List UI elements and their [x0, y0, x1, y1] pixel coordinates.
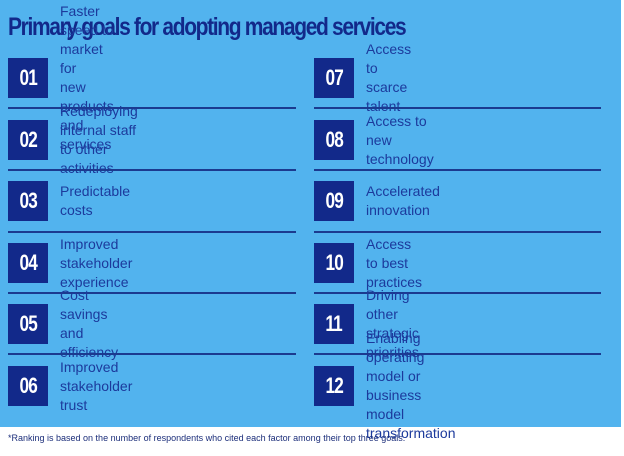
footnote: *Ranking is based on the number of respo…: [8, 433, 406, 443]
rank-badge: 04: [8, 243, 48, 283]
goal-label: Faster speed to market for new products …: [60, 3, 114, 152]
goals-panel: Primary goals for adopting managed servi…: [0, 0, 621, 441]
rank-badge: 02: [8, 120, 48, 160]
goal-label: Predictable costs: [60, 183, 131, 218]
goal-label: Improved stakeholder experience: [60, 235, 133, 290]
goal-label: Redeploying internal staff to other acti…: [60, 103, 138, 176]
goal-label: Access to new technology: [366, 112, 434, 167]
divider: [8, 169, 296, 171]
rank-badge: 11: [314, 304, 354, 344]
divider: [314, 231, 601, 233]
rank-badge: 01: [8, 58, 48, 98]
rank-badge: 09: [314, 181, 354, 221]
page-title: Primary goals for adopting managed servi…: [8, 13, 407, 41]
goal-label: Enabling operating model or business mod…: [366, 330, 456, 441]
divider: [314, 169, 601, 171]
rank-badge: 07: [314, 58, 354, 98]
rank-badge: 03: [8, 181, 48, 221]
goal-label: Accelerated innovation: [366, 183, 440, 218]
divider: [8, 107, 296, 109]
rank-badge: 06: [8, 366, 48, 406]
goal-label: Access to scarce talent: [366, 41, 412, 114]
divider: [314, 107, 601, 109]
rank-badge: 12: [314, 366, 354, 406]
goal-label: Cost savings and efficiency: [60, 287, 119, 360]
divider: [8, 292, 296, 294]
divider: [8, 353, 296, 355]
rank-badge: 10: [314, 243, 354, 283]
divider: [314, 353, 601, 355]
rank-badge: 05: [8, 304, 48, 344]
divider: [314, 292, 601, 294]
goal-label: Access to best practices: [366, 235, 423, 290]
rank-badge: 08: [314, 120, 354, 160]
goal-label: Improved stakeholder trust: [60, 358, 133, 413]
divider: [8, 231, 296, 233]
